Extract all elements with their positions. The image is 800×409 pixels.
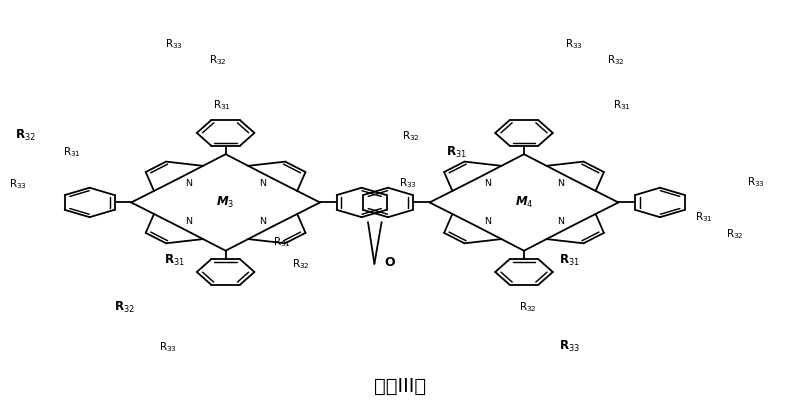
Text: R$_{31}$: R$_{31}$ (614, 99, 631, 112)
Text: R$_{31}$: R$_{31}$ (63, 145, 81, 159)
Text: R$_{32}$: R$_{32}$ (607, 54, 625, 67)
Text: 式（III）: 式（III） (374, 377, 426, 396)
Text: N: N (558, 217, 564, 226)
Text: R$_{32}$: R$_{32}$ (209, 54, 226, 67)
Text: R$_{32}$: R$_{32}$ (15, 128, 36, 143)
Text: N: N (186, 179, 192, 188)
Text: M$_4$: M$_4$ (514, 195, 534, 210)
Text: N: N (259, 179, 266, 188)
Text: R$_{32}$: R$_{32}$ (519, 301, 537, 315)
Text: N: N (558, 179, 564, 188)
Text: R$_{31}$: R$_{31}$ (273, 235, 290, 249)
Text: R$_{31}$: R$_{31}$ (559, 254, 580, 268)
Text: N: N (484, 179, 490, 188)
Text: R$_{33}$: R$_{33}$ (747, 175, 765, 189)
Text: R$_{33}$: R$_{33}$ (9, 177, 26, 191)
Text: R$_{32}$: R$_{32}$ (726, 227, 743, 241)
Text: R$_{31}$: R$_{31}$ (214, 99, 231, 112)
Text: N: N (259, 217, 266, 226)
Text: N: N (186, 217, 192, 226)
Text: R$_{32}$: R$_{32}$ (402, 129, 419, 143)
Text: R$_{31}$: R$_{31}$ (695, 210, 713, 224)
Text: R$_{31}$: R$_{31}$ (164, 254, 185, 268)
Text: R$_{31}$: R$_{31}$ (446, 145, 466, 160)
Text: R$_{33}$: R$_{33}$ (159, 340, 177, 354)
Text: R$_{32}$: R$_{32}$ (292, 257, 310, 271)
Text: R$_{33}$: R$_{33}$ (166, 37, 183, 51)
Text: R$_{33}$: R$_{33}$ (566, 37, 583, 51)
Text: N: N (484, 217, 490, 226)
Text: R$_{32}$: R$_{32}$ (114, 300, 134, 315)
Text: M$_3$: M$_3$ (217, 195, 234, 210)
Text: R$_{33}$: R$_{33}$ (399, 176, 417, 190)
Text: O: O (385, 256, 395, 269)
Text: R$_{33}$: R$_{33}$ (559, 339, 580, 354)
